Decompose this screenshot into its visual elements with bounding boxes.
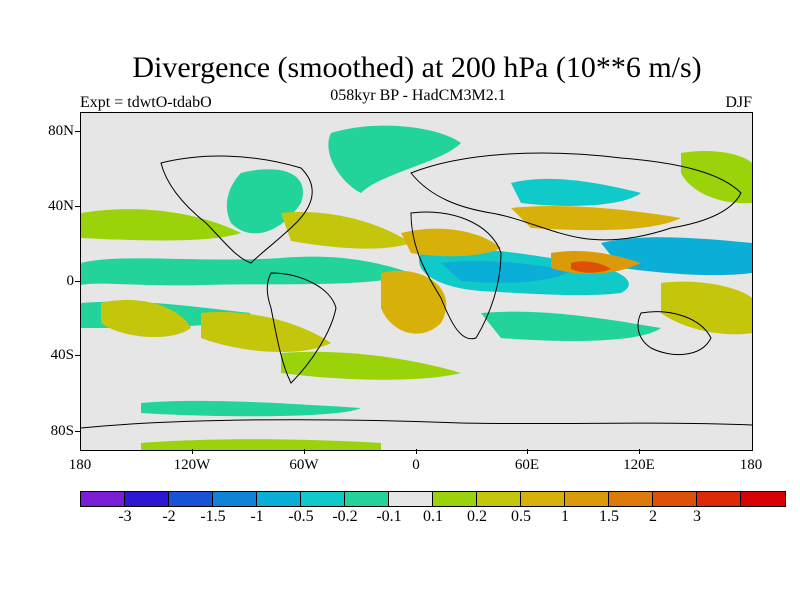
colorbar-box	[565, 492, 609, 506]
colorbar-box	[213, 492, 257, 506]
lat-label-40n: 40N	[48, 198, 74, 214]
lon-tick	[639, 449, 640, 454]
colorbar-box	[653, 492, 697, 506]
coastline-africa	[410, 211, 502, 340]
colorbar-box	[521, 492, 565, 506]
colorbar-box	[477, 492, 521, 506]
coastline-australia	[637, 311, 712, 356]
colorbar-label: 2	[649, 508, 657, 525]
contour-pos-mid	[511, 206, 681, 231]
divergence-map	[80, 112, 753, 451]
divergence-contours	[81, 125, 752, 450]
colorbar-box	[433, 492, 477, 506]
contour-pos-mid	[381, 270, 447, 334]
map-canvas	[81, 113, 752, 450]
colorbar-label: -0.1	[376, 508, 402, 525]
lat-tick	[75, 355, 80, 356]
lat-label-40s: 40S	[50, 347, 74, 363]
contour-neg-weak	[141, 400, 361, 417]
colorbar-box	[609, 492, 653, 506]
lon-tick	[527, 449, 528, 454]
colorbar-box	[697, 492, 741, 506]
colorbar-label: 0.2	[467, 508, 487, 525]
lon-label-60e: 60E	[514, 457, 540, 473]
contour-pos-weak	[141, 439, 381, 450]
contour-pos-light	[281, 212, 411, 249]
lon-label-120e: 120E	[623, 457, 655, 473]
contour-pos-mid	[401, 228, 501, 257]
lon-label-0: 0	[412, 457, 420, 473]
contour-neg-weak	[81, 256, 411, 286]
contour-neg-light	[511, 178, 641, 206]
experiment-label: Expt = tdwtO-tdabO	[80, 94, 212, 111]
contour-neg-weak	[481, 311, 661, 341]
colorbar-label: -2	[162, 508, 176, 525]
lat-label-eq: 0	[66, 273, 75, 289]
colorbar-label: -0.5	[288, 508, 314, 525]
colorbar-label: 0.1	[423, 508, 443, 525]
lat-tick	[75, 131, 80, 132]
contour-pos-max	[571, 261, 611, 273]
colorbar-box	[125, 492, 169, 506]
contour-pos-light	[101, 299, 191, 338]
colorbar-label: -3	[118, 508, 132, 525]
lon-label-180w: 180	[68, 457, 92, 473]
colorbar-box	[389, 492, 433, 506]
coastline-south-america	[266, 272, 337, 384]
lat-tick	[75, 206, 80, 207]
colorbar-label: 1.5	[599, 508, 619, 525]
lat-tick	[75, 431, 80, 432]
colorbar-box	[741, 492, 785, 506]
colorbar	[80, 491, 786, 507]
contour-pos-weak	[281, 351, 461, 380]
lon-tick	[192, 449, 193, 454]
map-title: Divergence (smoothed) at 200 hPa (10**6 …	[132, 51, 702, 84]
season-label: DJF	[725, 94, 752, 111]
lon-tick	[416, 449, 417, 454]
colorbar-box	[345, 492, 389, 506]
coastlines	[81, 152, 752, 429]
coastline-antarctica	[81, 419, 752, 429]
colorbar-box	[81, 492, 125, 506]
contour-pos-weak	[81, 209, 241, 241]
contour-pos-light	[201, 312, 331, 353]
colorbar-label: -1	[250, 508, 264, 525]
lat-label-80n: 80N	[48, 123, 74, 139]
lat-tick	[75, 281, 80, 282]
colorbar-label: 1	[561, 508, 569, 525]
colorbar-box	[257, 492, 301, 506]
map-subtitle: 058kyr BP - HadCM3M2.1	[330, 87, 506, 104]
coastline-north-america	[160, 155, 313, 264]
coastline-eurasia	[410, 152, 742, 241]
contour-pos-light	[661, 281, 752, 335]
lat-label-80s: 80S	[50, 423, 74, 439]
contour-neg-mid	[601, 237, 752, 276]
colorbar-label: 3	[693, 508, 701, 525]
contour-neg-mid	[441, 260, 571, 283]
colorbar-label: -1.5	[200, 508, 226, 525]
contour-neg-weak	[328, 125, 461, 193]
colorbar-label: -0.2	[332, 508, 358, 525]
colorbar-box	[169, 492, 213, 506]
colorbar-label: 0.5	[511, 508, 531, 525]
lon-label-180e: 180	[739, 457, 763, 473]
colorbar-box	[301, 492, 345, 506]
lon-label-120w: 120W	[173, 457, 211, 473]
lon-label-60w: 60W	[289, 457, 319, 473]
lon-tick	[304, 449, 305, 454]
